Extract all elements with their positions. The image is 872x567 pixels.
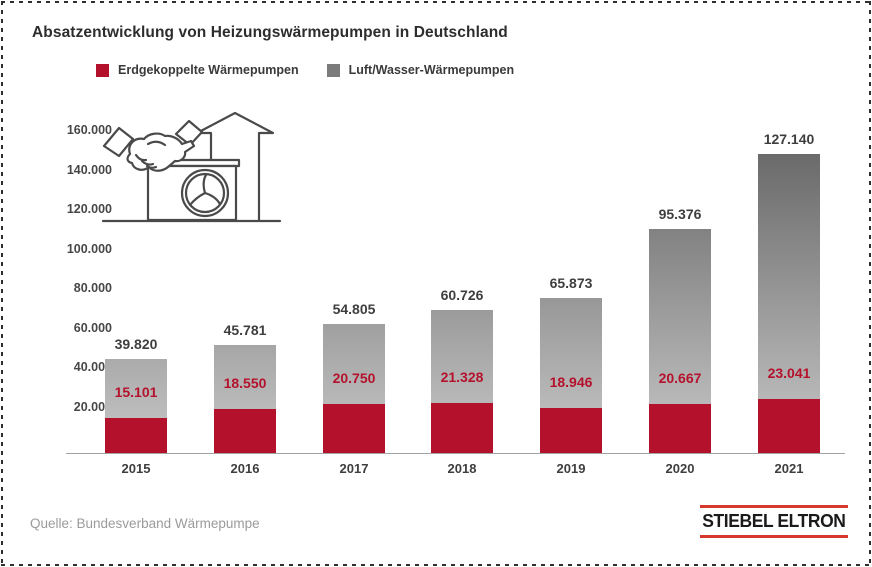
- fan-blade: [202, 173, 208, 195]
- bar-total-label-2018: 60.726: [440, 287, 484, 303]
- dashed-border-bottom: [1, 564, 871, 566]
- y-axis-tick-label: 120.000: [66, 202, 112, 217]
- stacked-bar-2019: [540, 298, 602, 453]
- bar-red-value-label-2016: 18.550: [223, 375, 267, 391]
- bar-red-value-label-2019: 18.946: [549, 374, 593, 390]
- stacked-bar-2015: [105, 359, 167, 453]
- stiebel-eltron-logo: STIEBEL ELTRON: [700, 505, 848, 538]
- stacked-bar-2017: [323, 324, 385, 453]
- bar-red-value-label-2021: 23.041: [767, 365, 811, 381]
- handshake-icon: [102, 119, 204, 172]
- y-axis-tick-label: 40.000: [73, 360, 112, 375]
- logo-text: STIEBEL ELTRON: [702, 511, 846, 531]
- legend-label-luftwasser: Luft/Wasser-Wärmepumpen: [348, 63, 515, 77]
- bar-segment-erdgekoppelte-2017: [323, 404, 385, 453]
- bar-red-value-label-2018: 21.328: [440, 369, 484, 385]
- x-axis-label-2016: 2016: [230, 461, 260, 476]
- x-axis-label-2019: 2019: [556, 461, 586, 476]
- chart-legend: Erdgekoppelte Wärmepumpen Luft/Wasser-Wä…: [96, 63, 514, 77]
- bar-total-label-2017: 54.805: [332, 301, 376, 317]
- y-axis-tick-label: 80.000: [73, 281, 112, 296]
- y-axis-tick-label: 100.000: [66, 241, 112, 256]
- x-axis-label-2018: 2018: [447, 461, 477, 476]
- dashed-border-left: [1, 1, 3, 566]
- stacked-bar-2018: [431, 310, 493, 453]
- x-axis-label-2021: 2021: [774, 461, 804, 476]
- bar-segment-erdgekoppelte-2020: [649, 404, 711, 453]
- bar-red-value-label-2015: 15.101: [114, 384, 158, 400]
- y-axis-tick-label: 140.000: [66, 162, 112, 177]
- dashed-border-right: [869, 1, 871, 566]
- bar-total-label-2020: 95.376: [658, 206, 702, 222]
- y-axis-tick-label: 60.000: [73, 320, 112, 335]
- y-axis-tick-label: 160.000: [66, 123, 112, 137]
- x-axis-label-2015: 2015: [121, 461, 151, 476]
- dashed-border-top: [1, 1, 871, 3]
- chart-title: Absatzentwicklung von Heizungswärmepumpe…: [32, 24, 508, 41]
- stacked-bar-2021: [758, 154, 820, 453]
- stacked-bar-2016: [214, 345, 276, 453]
- bar-total-label-2015: 39.820: [114, 336, 158, 352]
- bar-segment-erdgekoppelte-2015: [105, 418, 167, 453]
- x-axis-label-2020: 2020: [665, 461, 695, 476]
- y-axis-tick-label: 20.000: [73, 399, 112, 414]
- bar-segment-erdgekoppelte-2018: [431, 403, 493, 453]
- x-axis-baseline: [66, 453, 845, 454]
- bar-red-value-label-2020: 20.667: [658, 370, 702, 386]
- bar-total-label-2019: 65.873: [549, 275, 593, 291]
- legend-item-luftwasser: Luft/Wasser-Wärmepumpen: [326, 63, 515, 77]
- bar-red-value-label-2017: 20.750: [332, 370, 376, 386]
- bar-segment-erdgekoppelte-2016: [214, 409, 276, 453]
- x-axis-label-2017: 2017: [339, 461, 369, 476]
- legend-label-erdgekoppelte: Erdgekoppelte Wärmepumpen: [118, 63, 299, 77]
- bar-total-label-2016: 45.781: [223, 322, 267, 338]
- legend-swatch-red-icon: [96, 63, 109, 77]
- bar-total-label-2021: 127.140: [763, 131, 815, 147]
- handshake-heat-pump-up-arrow-illustration: [98, 110, 286, 239]
- fan-blade: [203, 191, 222, 206]
- bar-segment-erdgekoppelte-2019: [540, 408, 602, 453]
- stacked-bar-2020: [649, 229, 711, 453]
- legend-swatch-gray-icon: [326, 63, 340, 77]
- source-note: Quelle: Bundesverband Wärmepumpe: [30, 516, 260, 531]
- bar-segment-erdgekoppelte-2021: [758, 399, 820, 453]
- legend-item-erdgekoppelte: Erdgekoppelte Wärmepumpen: [96, 63, 299, 77]
- fan-blade: [188, 191, 207, 207]
